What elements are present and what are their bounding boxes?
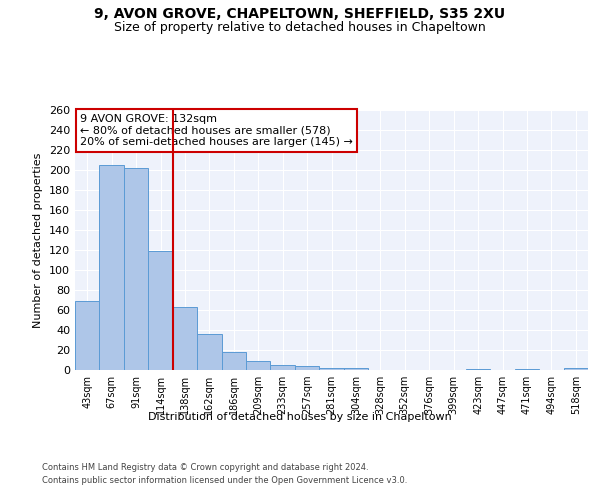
Text: 9, AVON GROVE, CHAPELTOWN, SHEFFIELD, S35 2XU: 9, AVON GROVE, CHAPELTOWN, SHEFFIELD, S3… [94,8,506,22]
Bar [75,301,100,370]
Bar [271,365,295,370]
Bar [563,368,588,370]
Bar [197,334,221,370]
Bar [466,369,490,370]
Y-axis label: Number of detached properties: Number of detached properties [34,152,43,328]
Text: Size of property relative to detached houses in Chapeltown: Size of property relative to detached ho… [114,21,486,34]
Bar [344,368,368,370]
Bar [148,251,173,370]
Bar [246,361,271,370]
Bar [173,307,197,370]
Bar [295,366,319,370]
Text: Distribution of detached houses by size in Chapeltown: Distribution of detached houses by size … [148,412,452,422]
Bar [319,368,344,370]
Bar [221,352,246,370]
Text: 9 AVON GROVE: 132sqm
← 80% of detached houses are smaller (578)
20% of semi-deta: 9 AVON GROVE: 132sqm ← 80% of detached h… [80,114,353,147]
Bar [124,168,148,370]
Text: Contains HM Land Registry data © Crown copyright and database right 2024.: Contains HM Land Registry data © Crown c… [42,462,368,471]
Bar [515,369,539,370]
Bar [100,165,124,370]
Text: Contains public sector information licensed under the Open Government Licence v3: Contains public sector information licen… [42,476,407,485]
